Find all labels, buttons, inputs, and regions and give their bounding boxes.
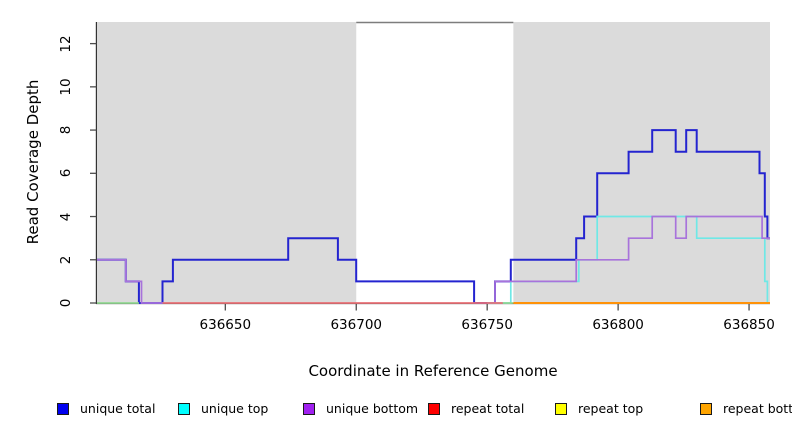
series-unique-total (97, 129, 770, 304)
legend-label: repeat bottom (723, 401, 792, 416)
legend-item-unique-bottom: unique bottom (303, 401, 418, 416)
series-unique-bottom (97, 258, 163, 304)
legend-label: repeat top (578, 401, 644, 416)
x-axis-title: Coordinate in Reference Genome (308, 362, 558, 380)
legend-swatch-icon (700, 402, 712, 415)
legend-swatch-icon (57, 402, 69, 415)
legend-label: unique bottom (326, 401, 419, 416)
legend-label: unique total (80, 401, 156, 416)
y-axis-title: Read Coverage Depth (24, 79, 42, 245)
legend-item-repeat-bottom: repeat bottom (700, 401, 792, 416)
legend-item-unique-top: unique top (178, 401, 268, 416)
y-tick-label: 8 (58, 125, 74, 135)
x-tick-label: 636800 (592, 317, 644, 333)
x-tick-label: 636650 (199, 317, 252, 333)
shaded-region (97, 22, 357, 304)
x-tick-label: 636700 (330, 317, 383, 333)
x-tick-label: 636850 (723, 317, 775, 333)
shaded-region (513, 22, 770, 304)
legend-label: unique top (201, 401, 269, 416)
legend-item-repeat-total: repeat total (428, 401, 524, 416)
legend-item-repeat-top: repeat top (555, 401, 643, 416)
y-tick-label: 0 (58, 298, 74, 308)
legend-label: repeat total (451, 401, 525, 416)
legend-swatch-icon (303, 402, 315, 415)
y-tick-label: 2 (58, 255, 74, 265)
legend-item-unique-total: unique total (57, 401, 155, 416)
legend-swatch-icon (555, 402, 567, 415)
legend-swatch-icon (178, 402, 190, 415)
y-tick-label: 4 (58, 212, 74, 221)
series-unique-bottom (494, 215, 770, 303)
y-tick-label: 12 (58, 35, 74, 53)
y-tick-label: 10 (58, 78, 74, 96)
legend-swatch-icon (428, 402, 440, 415)
y-tick-label: 6 (58, 169, 74, 178)
x-tick-label: 636750 (461, 317, 513, 333)
